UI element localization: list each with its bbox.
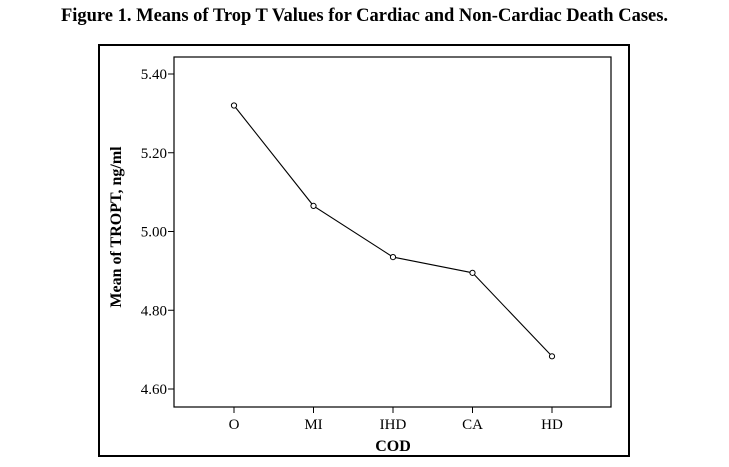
y-tick-label: 5.00: [141, 225, 167, 241]
x-tick-label: IHD: [380, 417, 407, 433]
y-tick-label: 4.60: [141, 382, 167, 398]
x-axis: O MI IHD CA HD: [229, 407, 563, 433]
x-axis-label: COD: [375, 438, 411, 455]
x-tick-label: O: [229, 417, 240, 433]
y-axis: 4.60 4.80 5.00 5.20 5.40: [141, 67, 174, 398]
x-tick-label: HD: [541, 417, 563, 433]
plot-area: [173, 56, 612, 408]
figure-title: Figure 1. Means of Trop T Values for Car…: [60, 6, 669, 26]
x-tick-label: CA: [462, 417, 483, 433]
y-tick-label: 5.40: [141, 67, 167, 83]
data-point-hd: [548, 353, 556, 360]
y-axis-label: Mean of TROPT, ng/ml: [108, 146, 125, 308]
chart-frame: [98, 44, 630, 457]
x-tick-label: MI: [304, 417, 322, 433]
data-point-o: [230, 102, 238, 109]
series-line: [233, 105, 553, 357]
data-point-ca: [469, 269, 476, 276]
y-tick-label: 5.20: [141, 146, 167, 162]
data-point-mi: [310, 202, 317, 210]
data-points: [230, 102, 556, 360]
data-point-ihd: [389, 253, 397, 261]
y-tick-label: 4.80: [141, 303, 167, 319]
